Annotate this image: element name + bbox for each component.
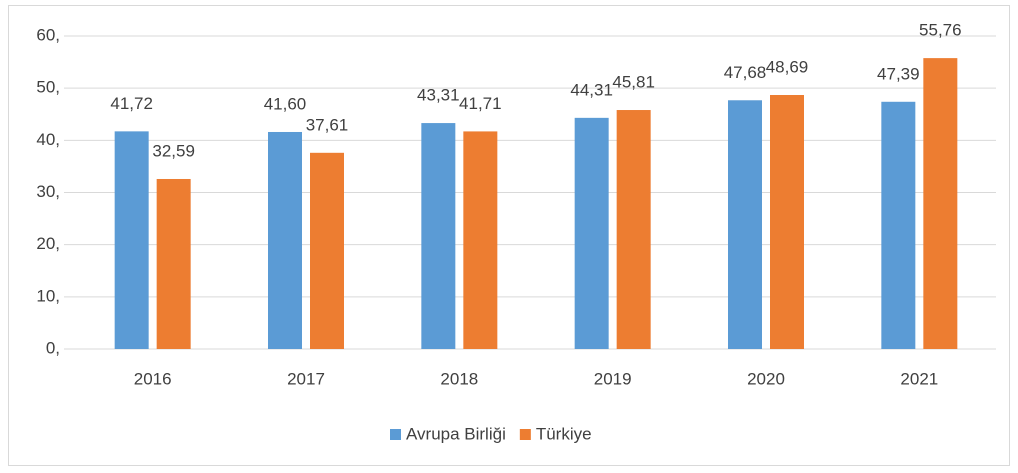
bar (728, 100, 762, 349)
x-tick-label: 2020 (747, 369, 785, 388)
y-tick-label: 40, (36, 130, 60, 149)
bar (310, 152, 344, 349)
data-label: 43,31 (417, 86, 460, 105)
bar (616, 110, 651, 349)
data-label: 41,72 (110, 94, 153, 113)
data-label: 37,61 (306, 115, 349, 134)
legend-label: Avrupa Birliği (406, 424, 506, 443)
data-label: 41,60 (264, 94, 307, 113)
data-label: 47,39 (877, 64, 920, 83)
x-tick-label: 2019 (594, 369, 632, 388)
bar (114, 131, 149, 349)
data-label: 48,69 (766, 57, 809, 76)
bar (463, 131, 498, 349)
data-label: 55,76 (919, 21, 962, 40)
data-label: 47,68 (724, 63, 767, 82)
x-tick-label: 2016 (134, 369, 172, 388)
bar (881, 101, 916, 349)
bar (770, 95, 804, 349)
bar (268, 131, 302, 349)
x-tick-label: 2017 (287, 369, 325, 388)
bar (421, 123, 456, 350)
legend-label: Türkiye (536, 424, 592, 443)
data-label: 44,31 (570, 80, 613, 99)
data-label: 45,81 (612, 73, 655, 92)
data-label: 32,59 (152, 141, 195, 160)
bar (923, 58, 958, 350)
bar (156, 178, 191, 349)
y-tick-label: 10, (36, 286, 60, 305)
y-tick-label: 0, (46, 338, 60, 357)
y-tick-label: 20, (36, 234, 60, 253)
y-tick-label: 60, (36, 25, 60, 44)
y-tick-label: 50, (36, 78, 60, 97)
x-tick-label: 2021 (900, 369, 938, 388)
data-label: 41,71 (459, 94, 502, 113)
y-tick-label: 30, (36, 182, 60, 201)
bar (574, 117, 609, 349)
legend-swatch (519, 429, 531, 440)
x-tick-label: 2018 (440, 369, 478, 388)
legend-swatch (390, 429, 401, 440)
